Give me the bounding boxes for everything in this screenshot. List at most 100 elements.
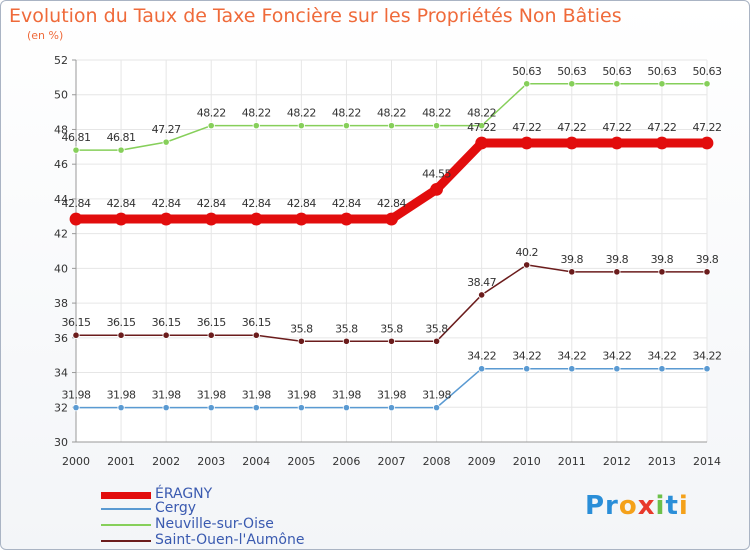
data-label-cergy: 31.98 [107,389,136,402]
data-point-saint-ouen-l-aum-ne [117,331,125,339]
data-label-neuville-sur-oise: 50.63 [557,65,586,78]
x-tick-label: 2011 [558,455,586,468]
data-label-saint-ouen-l-aum-ne: 40.2 [515,246,538,259]
data-point-saint-ouen-l-aum-ne [568,268,576,276]
data-label-saint-ouen-l-aum-ne: 36.15 [62,316,91,329]
y-axis-unit: (en %) [27,29,64,42]
legend-item-saint-ouen: Saint-Ouen-l'Aumône [101,532,361,549]
data-point-neuville-sur-oise [72,146,80,154]
data-label-saint-ouen-l-aum-ne: 35.8 [425,322,448,335]
data-point-saint-ouen-l-aum-ne [478,291,486,299]
legend-swatch-eragny [101,492,151,499]
legend-swatch-neuville [101,524,151,526]
legend-item-eragny: ÉRAGNY [101,486,361,503]
data-label-cergy: 34.22 [602,350,631,363]
data-label--ragny: 42.84 [107,197,136,210]
data-point-neuville-sur-oise [432,122,441,130]
data-point--ragny [249,212,263,226]
y-tick-label: 38 [54,297,68,310]
legend-label-eragny: ÉRAGNY [155,486,213,502]
data-point--ragny [385,212,398,226]
logo-part-1: Pr [585,491,619,521]
data-label-saint-ouen-l-aum-ne: 36.15 [197,316,226,329]
data-point--ragny [69,212,83,226]
data-label--ragny: 44.55 [422,167,451,180]
data-point--ragny [520,136,534,150]
data-label-cergy: 31.98 [377,389,406,402]
data-point-neuville-sur-oise [117,146,125,154]
data-point-neuville-sur-oise [387,122,396,130]
data-point-cergy [523,365,531,373]
data-label-neuville-sur-oise: 48.22 [332,107,361,120]
data-label-cergy: 31.98 [197,389,226,402]
data-label--ragny: 42.84 [332,197,361,210]
data-label-neuville-sur-oise: 50.63 [602,65,631,78]
logo-part-6: i [678,491,689,521]
x-tick-label: 2001 [107,455,135,468]
data-label-neuville-sur-oise: 48.22 [287,107,316,120]
y-tick-label: 52 [54,54,68,67]
data-label-saint-ouen-l-aum-ne: 35.8 [290,322,313,335]
data-point-saint-ouen-l-aum-ne [252,331,260,339]
data-label-cergy: 34.22 [693,350,722,363]
data-point-cergy [117,404,125,412]
data-label-saint-ouen-l-aum-ne: 39.8 [606,253,629,266]
logo-part-4: i [655,491,666,521]
data-point-cergy [72,404,80,412]
y-tick-label: 48 [54,123,68,136]
data-point-neuville-sur-oise [207,122,215,130]
legend-item-cergy: Cergy [101,500,361,517]
x-tick-label: 2006 [332,455,360,468]
data-point-neuville-sur-oise [613,80,621,88]
legend-label-cergy: Cergy [155,500,197,516]
x-tick-label: 2005 [287,455,315,468]
y-tick-label: 40 [54,262,68,275]
x-tick-label: 2013 [648,455,676,468]
data-point--ragny [430,182,443,196]
x-tick-label: 2014 [693,455,721,468]
data-label-saint-ouen-l-aum-ne: 36.15 [152,316,181,329]
data-point-neuville-sur-oise [252,122,260,130]
x-tick-label: 2000 [62,455,90,468]
x-tick-label: 2009 [468,455,496,468]
data-label-cergy: 34.22 [647,350,676,363]
data-point--ragny [610,136,624,150]
data-label-cergy: 31.98 [152,389,181,402]
data-label-neuville-sur-oise: 48.22 [242,107,271,120]
data-point--ragny [159,212,173,226]
data-point-saint-ouen-l-aum-ne [432,337,441,345]
data-label--ragny: 47.22 [557,121,586,134]
logo-part-5: t [665,491,679,521]
data-point-saint-ouen-l-aum-ne [342,337,351,345]
chart-title: Evolution du Taux de Taxe Foncière sur l… [9,5,622,27]
data-label--ragny: 47.22 [647,121,676,134]
data-point--ragny [294,212,308,226]
data-point-neuville-sur-oise [342,122,351,130]
data-label-neuville-sur-oise: 48.22 [377,107,406,120]
data-point-cergy [297,404,305,412]
data-label-neuville-sur-oise: 50.63 [647,65,676,78]
data-label-neuville-sur-oise: 48.22 [197,107,226,120]
y-tick-label: 32 [54,401,68,414]
data-label--ragny: 42.84 [197,197,226,210]
data-label-cergy: 31.98 [242,389,271,402]
y-tick-label: 36 [54,332,68,345]
data-point-neuville-sur-oise [568,80,576,88]
y-tick-label: 46 [54,158,68,171]
data-label-cergy: 31.98 [422,389,451,402]
data-label-saint-ouen-l-aum-ne: 39.8 [561,253,584,266]
legend-swatch-cergy [101,508,151,510]
x-tick-label: 2004 [242,455,270,468]
legend-label-neuville: Neuville-sur-Oise [155,516,274,532]
data-point-neuville-sur-oise [523,80,531,88]
data-point--ragny [565,136,579,150]
data-point-neuville-sur-oise [297,122,305,130]
x-tick-label: 2012 [603,455,631,468]
data-label-neuville-sur-oise: 46.81 [62,131,91,144]
data-point-cergy [162,404,170,412]
data-label--ragny: 42.84 [242,197,271,210]
data-label-saint-ouen-l-aum-ne: 38.47 [467,276,496,289]
data-label-neuville-sur-oise: 46.81 [107,131,136,144]
data-point--ragny [700,136,714,150]
